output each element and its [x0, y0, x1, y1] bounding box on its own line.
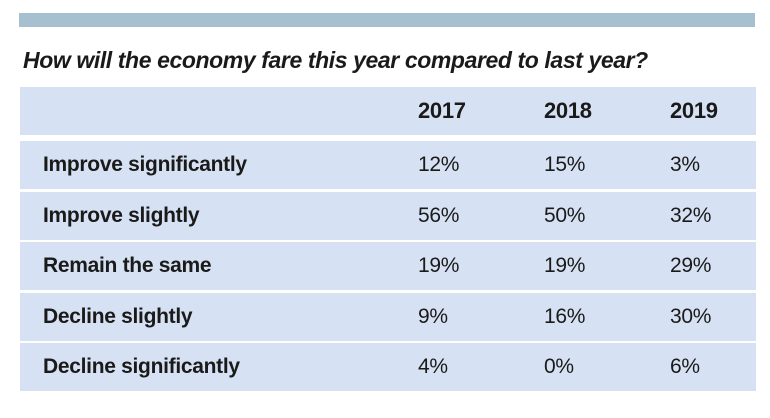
- table-cell: 19%: [418, 254, 460, 277]
- survey-table: 2017 2018 2019 Improve significantly 12%…: [20, 87, 756, 405]
- table-cell: 9%: [418, 305, 448, 328]
- table-header-row: 2017 2018 2019: [20, 87, 756, 135]
- table-row: Remain the same 19% 19% 29%: [20, 242, 756, 290]
- table-cell: 19%: [544, 254, 586, 277]
- row-label: Decline slightly: [43, 305, 193, 328]
- table-row: Decline slightly 9% 16% 30%: [20, 293, 756, 341]
- table-cell: 4%: [418, 355, 448, 378]
- table-cell: 30%: [670, 305, 712, 328]
- top-accent-bar: [19, 13, 755, 27]
- row-label: Improve slightly: [43, 204, 200, 227]
- table-cell: 6%: [670, 355, 700, 378]
- table-cell: 3%: [670, 153, 700, 176]
- table-row: Improve significantly 12% 15% 3%: [20, 141, 756, 189]
- table-cell: 15%: [544, 153, 586, 176]
- column-header-2018: 2018: [544, 98, 592, 123]
- table-cell: 29%: [670, 254, 712, 277]
- table-cell: 50%: [544, 204, 586, 227]
- table-cell: 16%: [544, 305, 586, 328]
- row-label: Remain the same: [43, 254, 212, 277]
- table-row: Decline significantly 4% 0% 6%: [20, 343, 756, 391]
- table-cell: 12%: [418, 153, 460, 176]
- table-row: Improve slightly 56% 50% 32%: [20, 192, 756, 240]
- table-cell: 56%: [418, 204, 460, 227]
- column-header-2017: 2017: [418, 98, 466, 123]
- row-label: Decline significantly: [43, 355, 240, 378]
- table-title: How will the economy fare this year comp…: [23, 47, 648, 73]
- column-header-2019: 2019: [670, 98, 718, 123]
- table-cell: 32%: [670, 204, 712, 227]
- row-label: Improve significantly: [43, 153, 247, 176]
- table-cell: 0%: [544, 355, 574, 378]
